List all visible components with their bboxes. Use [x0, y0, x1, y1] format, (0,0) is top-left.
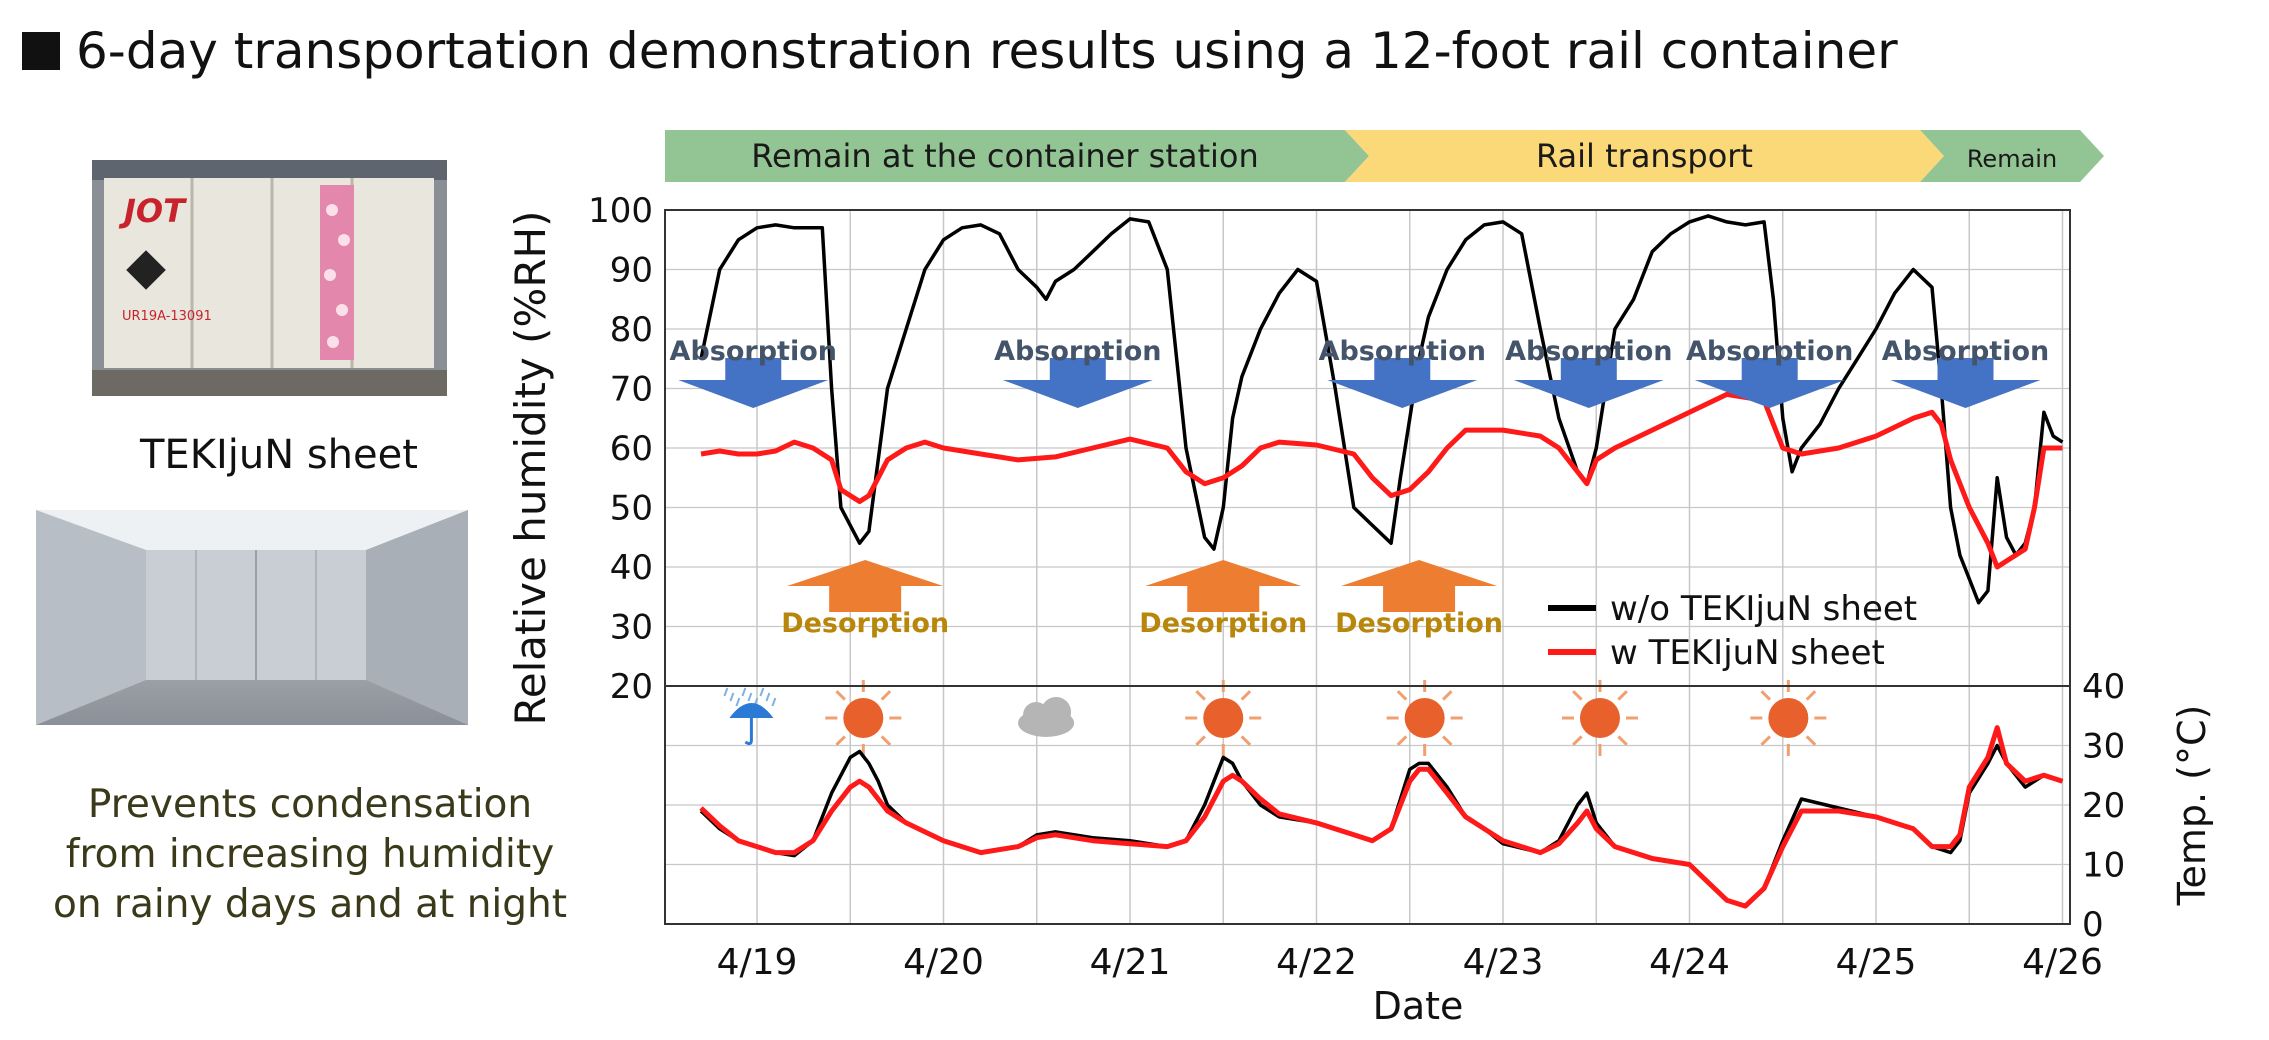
- absorption-arrow: [1002, 358, 1153, 408]
- x-axis-title: Date: [1373, 984, 1464, 1028]
- temp-tick-label: 40: [2082, 667, 2125, 707]
- absorption-label: Absorption: [670, 336, 837, 367]
- sun-icon: [1386, 680, 1463, 756]
- title-square-marker: [22, 32, 60, 70]
- rh-tick-label: 80: [610, 310, 653, 350]
- temp-tick-label: 0: [2082, 905, 2104, 945]
- phase-segment: [1920, 130, 2104, 182]
- phase-segment: [665, 130, 1369, 182]
- sun-icon: [1750, 680, 1827, 756]
- phase-label: Rail transport: [1536, 137, 1753, 175]
- container-id-text: UR19A-13091: [122, 309, 212, 324]
- chart-grid: [665, 210, 2070, 924]
- absorption-arrow: [1513, 358, 1664, 408]
- absorption-label: Absorption: [1882, 336, 2049, 367]
- page-title: 6-day transportation demonstration resul…: [22, 22, 1898, 80]
- phase-bar: Remain at the container station Rail tran…: [665, 130, 2104, 182]
- weather-icons: [723, 680, 1827, 756]
- rh-tick-label: 30: [610, 608, 653, 648]
- caption-text: Prevents condensation from increasing hu…: [52, 782, 568, 927]
- x-tick-label: 4/20: [903, 942, 984, 983]
- temp-series-line: [699, 743, 2064, 908]
- x-tick-label: 4/25: [1836, 942, 1917, 983]
- absorption-label: Absorption: [1319, 336, 1486, 367]
- desorption-label: Desorption: [781, 608, 949, 639]
- temp-tick-label: 10: [2082, 846, 2125, 886]
- absorption-arrow: [1694, 358, 1845, 408]
- x-tick-label: 4/19: [717, 942, 798, 983]
- temp-axis-title: Temp. (°C): [2170, 705, 2214, 907]
- umbrella-rain-icon: [723, 687, 777, 746]
- rh-tick-label: 100: [588, 191, 653, 231]
- x-tick-label: 4/22: [1276, 942, 1357, 983]
- desorption-arrow: [1145, 560, 1302, 612]
- rh-tick-label: 20: [610, 667, 653, 707]
- sheet-label: TEKIjuN sheet: [140, 432, 418, 478]
- process-arrows: Absorption Absorption Absorption Absorption…: [670, 336, 2050, 639]
- rh-tick-label: 40: [610, 548, 653, 588]
- desorption-label: Desorption: [1335, 608, 1503, 639]
- x-tick-label: 4/21: [1090, 942, 1171, 983]
- desorption-arrow: [1341, 560, 1498, 612]
- desorption-label: Desorption: [1139, 608, 1307, 639]
- absorption-arrow: [1890, 358, 2041, 408]
- sun-icon: [1185, 680, 1262, 756]
- container-logo-text: JOT: [118, 192, 187, 230]
- container-photo: JOT UR19A-13091: [92, 160, 447, 396]
- rh-tick-label: 70: [610, 370, 653, 410]
- x-tick-label: 4/26: [2022, 942, 2103, 983]
- plot-frame: [664, 209, 2071, 925]
- temp-tick-label: 30: [2082, 727, 2125, 767]
- chart-series: [699, 214, 2064, 909]
- rh-axis-title: Relative humidity (%RH): [506, 211, 555, 726]
- temp-tick-label: 20: [2082, 786, 2125, 826]
- rh-series-line: [699, 214, 2064, 605]
- legend-label: w/o TEKIjuN sheet: [1610, 589, 1917, 629]
- phase-label: Remain at the container station: [751, 137, 1259, 175]
- x-tick-label: 4/23: [1463, 942, 1544, 983]
- title-text: 6-day transportation demonstration resul…: [76, 22, 1898, 80]
- legend-label: w TEKIjuN sheet: [1610, 633, 1885, 673]
- sun-icon: [825, 680, 902, 756]
- desorption-arrow: [787, 560, 944, 612]
- x-tick-label: 4/24: [1649, 942, 1730, 983]
- absorption-arrow: [678, 358, 829, 408]
- sun-icon: [1561, 680, 1638, 756]
- absorption-arrow: [1327, 358, 1478, 408]
- absorption-label: Absorption: [1505, 336, 1672, 367]
- absorption-label: Absorption: [1686, 336, 1853, 367]
- interior-photo: [36, 510, 468, 725]
- rh-series-line: [700, 391, 2063, 570]
- phase-segment: [1345, 130, 1944, 182]
- rh-tick-label: 90: [610, 251, 653, 291]
- rh-tick-label: 50: [610, 489, 653, 529]
- absorption-label: Absorption: [994, 336, 1161, 367]
- phase-label: Remain: [1967, 145, 2057, 173]
- temp-series-line: [699, 725, 2064, 909]
- rh-tick-label: 60: [610, 429, 653, 469]
- cloud-icon: [1018, 697, 1075, 737]
